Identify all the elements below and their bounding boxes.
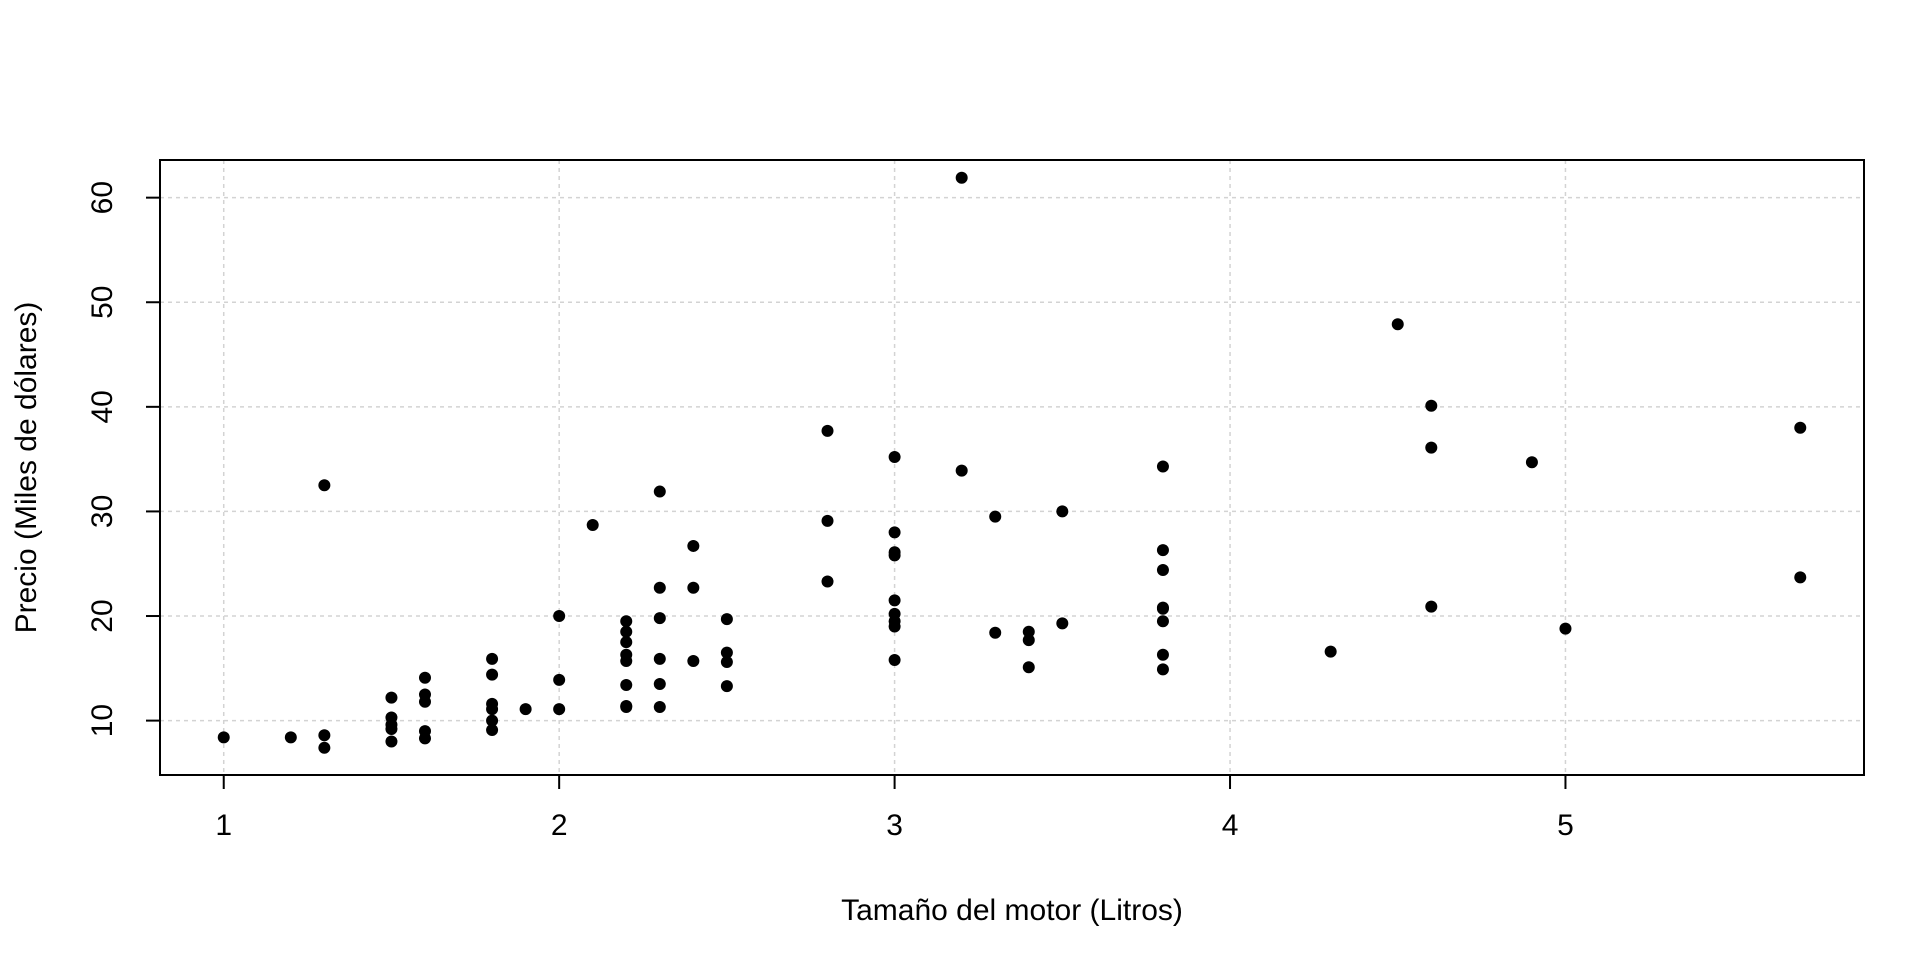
data-point: [989, 626, 1002, 639]
data-point: [955, 464, 968, 477]
y-tick-label: 10: [86, 704, 119, 737]
data-point: [888, 594, 901, 607]
grid-lines: [160, 160, 1864, 775]
data-point: [888, 451, 901, 464]
data-point: [553, 610, 566, 623]
data-point: [1559, 622, 1572, 635]
data-point: [653, 612, 666, 625]
data-point: [687, 654, 700, 667]
x-tick-label: 5: [1557, 809, 1574, 842]
data-point: [1156, 564, 1169, 576]
data-point: [486, 703, 499, 716]
data-point: [720, 680, 733, 693]
data-point: [318, 741, 331, 754]
data-point: [1156, 615, 1169, 628]
data-point: [1324, 645, 1337, 658]
data-point: [553, 703, 566, 716]
data-point: [1156, 663, 1169, 676]
data-point: [653, 652, 666, 665]
data-point: [821, 514, 834, 527]
data-point: [318, 729, 331, 742]
data-point: [888, 653, 901, 666]
axis-ticks: 1 2 3 4 5 10 20 30 40 50 60: [86, 181, 1574, 842]
x-tick-label: 1: [215, 809, 232, 842]
data-point: [653, 678, 666, 691]
data-point: [217, 731, 230, 744]
y-tick-label: 20: [86, 599, 119, 632]
data-point: [486, 724, 499, 737]
data-point: [385, 735, 398, 748]
data-point: [955, 171, 968, 184]
data-point: [620, 636, 633, 649]
data-point: [1056, 505, 1069, 518]
data-point: [720, 656, 733, 669]
data-point: [653, 581, 666, 594]
y-axis-title: Precio (Miles de dólares): [10, 302, 43, 634]
data-point: [620, 654, 633, 667]
data-point: [720, 646, 733, 659]
y-tick-label: 60: [86, 181, 119, 214]
data-point: [1022, 625, 1035, 638]
data-point: [1156, 602, 1169, 615]
x-tick-label: 3: [886, 809, 903, 842]
data-point: [1156, 648, 1169, 661]
data-point: [888, 620, 901, 633]
data-point: [888, 549, 901, 562]
data-point: [989, 510, 1002, 523]
data-point: [486, 652, 499, 665]
plot-frame: [159, 159, 1865, 776]
data-point: [653, 485, 666, 498]
data-point: [1425, 399, 1438, 412]
data-point: [586, 519, 599, 532]
data-point: [1425, 441, 1438, 454]
data-point: [620, 679, 633, 692]
data-point: [1794, 571, 1807, 584]
x-tick-label: 2: [551, 809, 568, 842]
data-point: [821, 575, 834, 588]
data-point: [720, 613, 733, 626]
data-point: [385, 722, 398, 735]
data-point: [620, 615, 633, 628]
data-point: [687, 581, 700, 594]
data-point: [1525, 456, 1538, 469]
data-point: [418, 671, 431, 684]
x-axis-title: Tamaño del motor (Litros): [841, 894, 1183, 927]
data-point: [1391, 318, 1404, 331]
data-point: [620, 701, 633, 714]
data-point: [1156, 460, 1169, 473]
data-point: [620, 625, 633, 638]
x-tick-label: 4: [1222, 809, 1239, 842]
y-tick-label: 40: [86, 390, 119, 423]
data-point: [519, 703, 532, 716]
data-point: [1056, 617, 1069, 630]
data-point: [821, 424, 834, 437]
data-point: [418, 695, 431, 708]
data-point: [687, 539, 700, 552]
data-point: [1425, 600, 1438, 613]
data-point: [385, 691, 398, 704]
data-points: [217, 171, 1807, 754]
data-point: [318, 479, 331, 492]
data-point: [486, 714, 499, 727]
data-point: [1022, 634, 1035, 647]
data-point: [1156, 544, 1169, 557]
y-tick-label: 50: [86, 286, 119, 319]
data-point: [653, 701, 666, 714]
data-point: [1022, 661, 1035, 674]
data-point: [284, 731, 297, 744]
data-point: [888, 526, 901, 539]
data-point: [553, 673, 566, 686]
data-point: [486, 668, 499, 681]
y-tick-label: 30: [86, 495, 119, 528]
data-point: [1794, 421, 1807, 434]
data-point: [418, 732, 431, 745]
